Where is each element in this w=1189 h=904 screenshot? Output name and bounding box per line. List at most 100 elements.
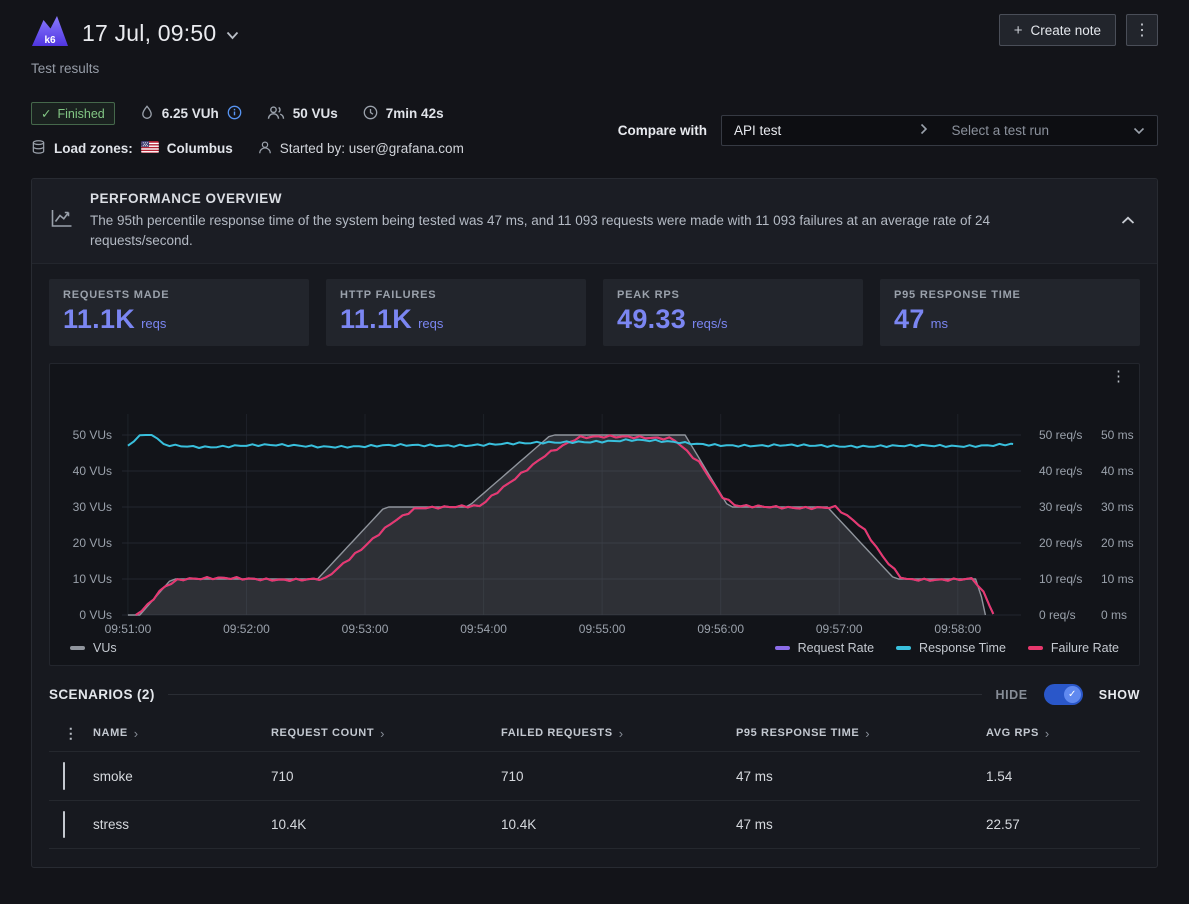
chart-kebab-menu[interactable]: ⋮ bbox=[1111, 368, 1126, 385]
table-row[interactable]: stress 10.4K 10.4K 47 ms 22.57 bbox=[49, 800, 1140, 849]
svg-text:09:54:00: 09:54:00 bbox=[460, 622, 507, 636]
duration-metric: 7min 42s bbox=[363, 105, 444, 123]
scenarios-bar: SCENARIOS (2) HIDE ✓ SHOW bbox=[49, 684, 1140, 705]
stat-http-failures: HTTP FAILURES 11.1K reqs bbox=[326, 279, 586, 346]
vus-swatch-icon bbox=[70, 646, 85, 650]
page-subtitle: Test results bbox=[31, 61, 100, 76]
stat-peak-rps: PEAK RPS 49.33 reqs/s bbox=[603, 279, 863, 346]
legend-vus[interactable]: VUs bbox=[70, 641, 117, 655]
response-time-swatch-icon bbox=[896, 646, 912, 650]
toggle-knob-check-icon: ✓ bbox=[1063, 686, 1081, 703]
column-header-avg-rps[interactable]: AVG RPS › bbox=[986, 725, 1050, 741]
show-toggle[interactable]: ✓ bbox=[1043, 684, 1083, 705]
kebab-icon: ⋮ bbox=[1134, 22, 1150, 39]
legend-request-rate[interactable]: Request Rate bbox=[774, 641, 874, 655]
user-icon bbox=[258, 140, 272, 158]
header-kebab-menu-button[interactable]: ⋮ bbox=[1126, 14, 1158, 46]
failure-rate-swatch-icon bbox=[1027, 646, 1043, 650]
database-icon bbox=[31, 139, 46, 158]
cell-failed-requests: 10.4K bbox=[501, 817, 537, 832]
load-zones: Load zones: Columbus bbox=[31, 139, 233, 158]
column-header-failed-requests[interactable]: FAILED REQUESTS › bbox=[501, 725, 624, 741]
svg-text:09:53:00: 09:53:00 bbox=[342, 622, 389, 636]
sort-chevron-icon: › bbox=[1044, 725, 1050, 741]
chevron-down-icon bbox=[1133, 123, 1145, 138]
svg-text:09:51:00: 09:51:00 bbox=[105, 622, 152, 636]
chart-card: ⋮ 09:51:00 09:52:00 09:53:00 09:54:00 09:55:… bbox=[49, 363, 1140, 666]
cell-p95: 47 ms bbox=[736, 817, 773, 832]
status-badge: ✓ Finished bbox=[31, 102, 115, 125]
chevron-right-icon bbox=[920, 123, 928, 138]
svg-text:09:55:00: 09:55:00 bbox=[579, 622, 626, 636]
divider bbox=[167, 694, 983, 695]
panel-header: PERFORMANCE OVERVIEW The 95th percentile… bbox=[32, 179, 1157, 264]
table-kebab-menu[interactable]: ⋮ bbox=[49, 725, 93, 742]
cell-request-count: 710 bbox=[271, 768, 294, 784]
plus-icon: + bbox=[1013, 21, 1023, 39]
check-icon: ✓ bbox=[41, 107, 52, 121]
svg-text:50 req/s: 50 req/s bbox=[1039, 428, 1082, 442]
collapse-chevron-up-icon[interactable] bbox=[1117, 208, 1139, 234]
svg-text:09:56:00: 09:56:00 bbox=[697, 622, 744, 636]
svg-text:09:58:00: 09:58:00 bbox=[934, 622, 981, 636]
scenarios-title: SCENARIOS (2) bbox=[49, 687, 155, 702]
compare-project-select[interactable]: API test bbox=[722, 116, 940, 145]
request-rate-swatch-icon bbox=[774, 646, 790, 650]
compare-testrun-select[interactable]: Select a test run bbox=[940, 116, 1158, 145]
hide-label: HIDE bbox=[995, 687, 1028, 702]
sort-chevron-icon: › bbox=[380, 725, 386, 741]
svg-text:0 req/s: 0 req/s bbox=[1039, 608, 1076, 622]
sort-chevron-icon: › bbox=[618, 725, 624, 741]
header: k6 17 Jul, 09:50 + Create note ⋮ bbox=[31, 14, 1158, 76]
svg-text:20 ms: 20 ms bbox=[1101, 536, 1134, 550]
svg-text:30 ms: 30 ms bbox=[1101, 500, 1134, 514]
info-icon[interactable] bbox=[227, 105, 242, 123]
column-header-request-count[interactable]: REQUEST COUNT › bbox=[271, 725, 386, 741]
compare-label: Compare with bbox=[617, 122, 707, 138]
performance-overview-panel: PERFORMANCE OVERVIEW The 95th percentile… bbox=[31, 178, 1158, 868]
svg-text:10 ms: 10 ms bbox=[1101, 572, 1134, 586]
svg-text:0 ms: 0 ms bbox=[1101, 608, 1127, 622]
stat-p95-response-time: P95 RESPONSE TIME 47 ms bbox=[880, 279, 1140, 346]
svg-text:30 VUs: 30 VUs bbox=[73, 500, 112, 514]
kebab-icon: ⋮ bbox=[63, 724, 79, 741]
cell-request-count: 10.4K bbox=[271, 817, 307, 832]
cell-p95: 47 ms bbox=[736, 768, 773, 784]
stats-row: REQUESTS MADE 11.1K reqs HTTP FAILURES 11… bbox=[32, 264, 1157, 361]
vuh-metric: 6.25 VUh bbox=[140, 104, 242, 123]
table-header-row: ⋮ NAME › REQUEST COUNT › FAILED REQUESTS › … bbox=[49, 715, 1140, 751]
create-note-button[interactable]: + Create note bbox=[998, 14, 1116, 46]
k6-logo-icon: k6 bbox=[31, 14, 69, 52]
svg-text:40 req/s: 40 req/s bbox=[1039, 464, 1082, 478]
started-by: Started by: user@grafana.com bbox=[258, 140, 464, 158]
page-title: 17 Jul, 09:50 bbox=[82, 19, 217, 46]
cell-name: stress bbox=[93, 817, 130, 832]
cell-name: smoke bbox=[93, 768, 133, 784]
column-header-p95[interactable]: P95 RESPONSE TIME › bbox=[736, 725, 871, 741]
page: k6 17 Jul, 09:50 + Create note ⋮ bbox=[31, 14, 1158, 868]
svg-text:k6: k6 bbox=[44, 35, 56, 46]
svg-text:0 VUs: 0 VUs bbox=[79, 608, 112, 622]
legend-response-time[interactable]: Response Time bbox=[896, 641, 1006, 655]
column-header-name[interactable]: NAME › bbox=[93, 725, 139, 741]
row-accent-bar bbox=[63, 811, 65, 838]
svg-text:40 VUs: 40 VUs bbox=[73, 464, 112, 478]
brand: k6 17 Jul, 09:50 bbox=[31, 14, 239, 52]
panel-title: PERFORMANCE OVERVIEW bbox=[90, 191, 283, 206]
scenarios-table: ⋮ NAME › REQUEST COUNT › FAILED REQUESTS › … bbox=[49, 715, 1140, 849]
sort-chevron-icon: › bbox=[865, 725, 871, 741]
svg-text:50 ms: 50 ms bbox=[1101, 428, 1134, 442]
clock-icon bbox=[363, 105, 378, 123]
performance-chart[interactable]: 09:51:00 09:52:00 09:53:00 09:54:00 09:55:00… bbox=[50, 368, 1141, 636]
compare-control: API test Select a test run bbox=[721, 114, 1158, 146]
row-accent-bar bbox=[63, 762, 65, 790]
chart-line-icon bbox=[50, 208, 74, 234]
users-icon bbox=[267, 105, 285, 123]
svg-text:10 req/s: 10 req/s bbox=[1039, 572, 1082, 586]
sort-chevron-icon: › bbox=[133, 725, 139, 741]
panel-description: The 95th percentile response time of the… bbox=[90, 213, 991, 248]
show-label: SHOW bbox=[1098, 687, 1140, 702]
title-chevron-down-icon[interactable] bbox=[226, 27, 239, 40]
table-row[interactable]: smoke 710 710 47 ms 1.54 bbox=[49, 751, 1140, 800]
legend-failure-rate[interactable]: Failure Rate bbox=[1027, 641, 1119, 655]
